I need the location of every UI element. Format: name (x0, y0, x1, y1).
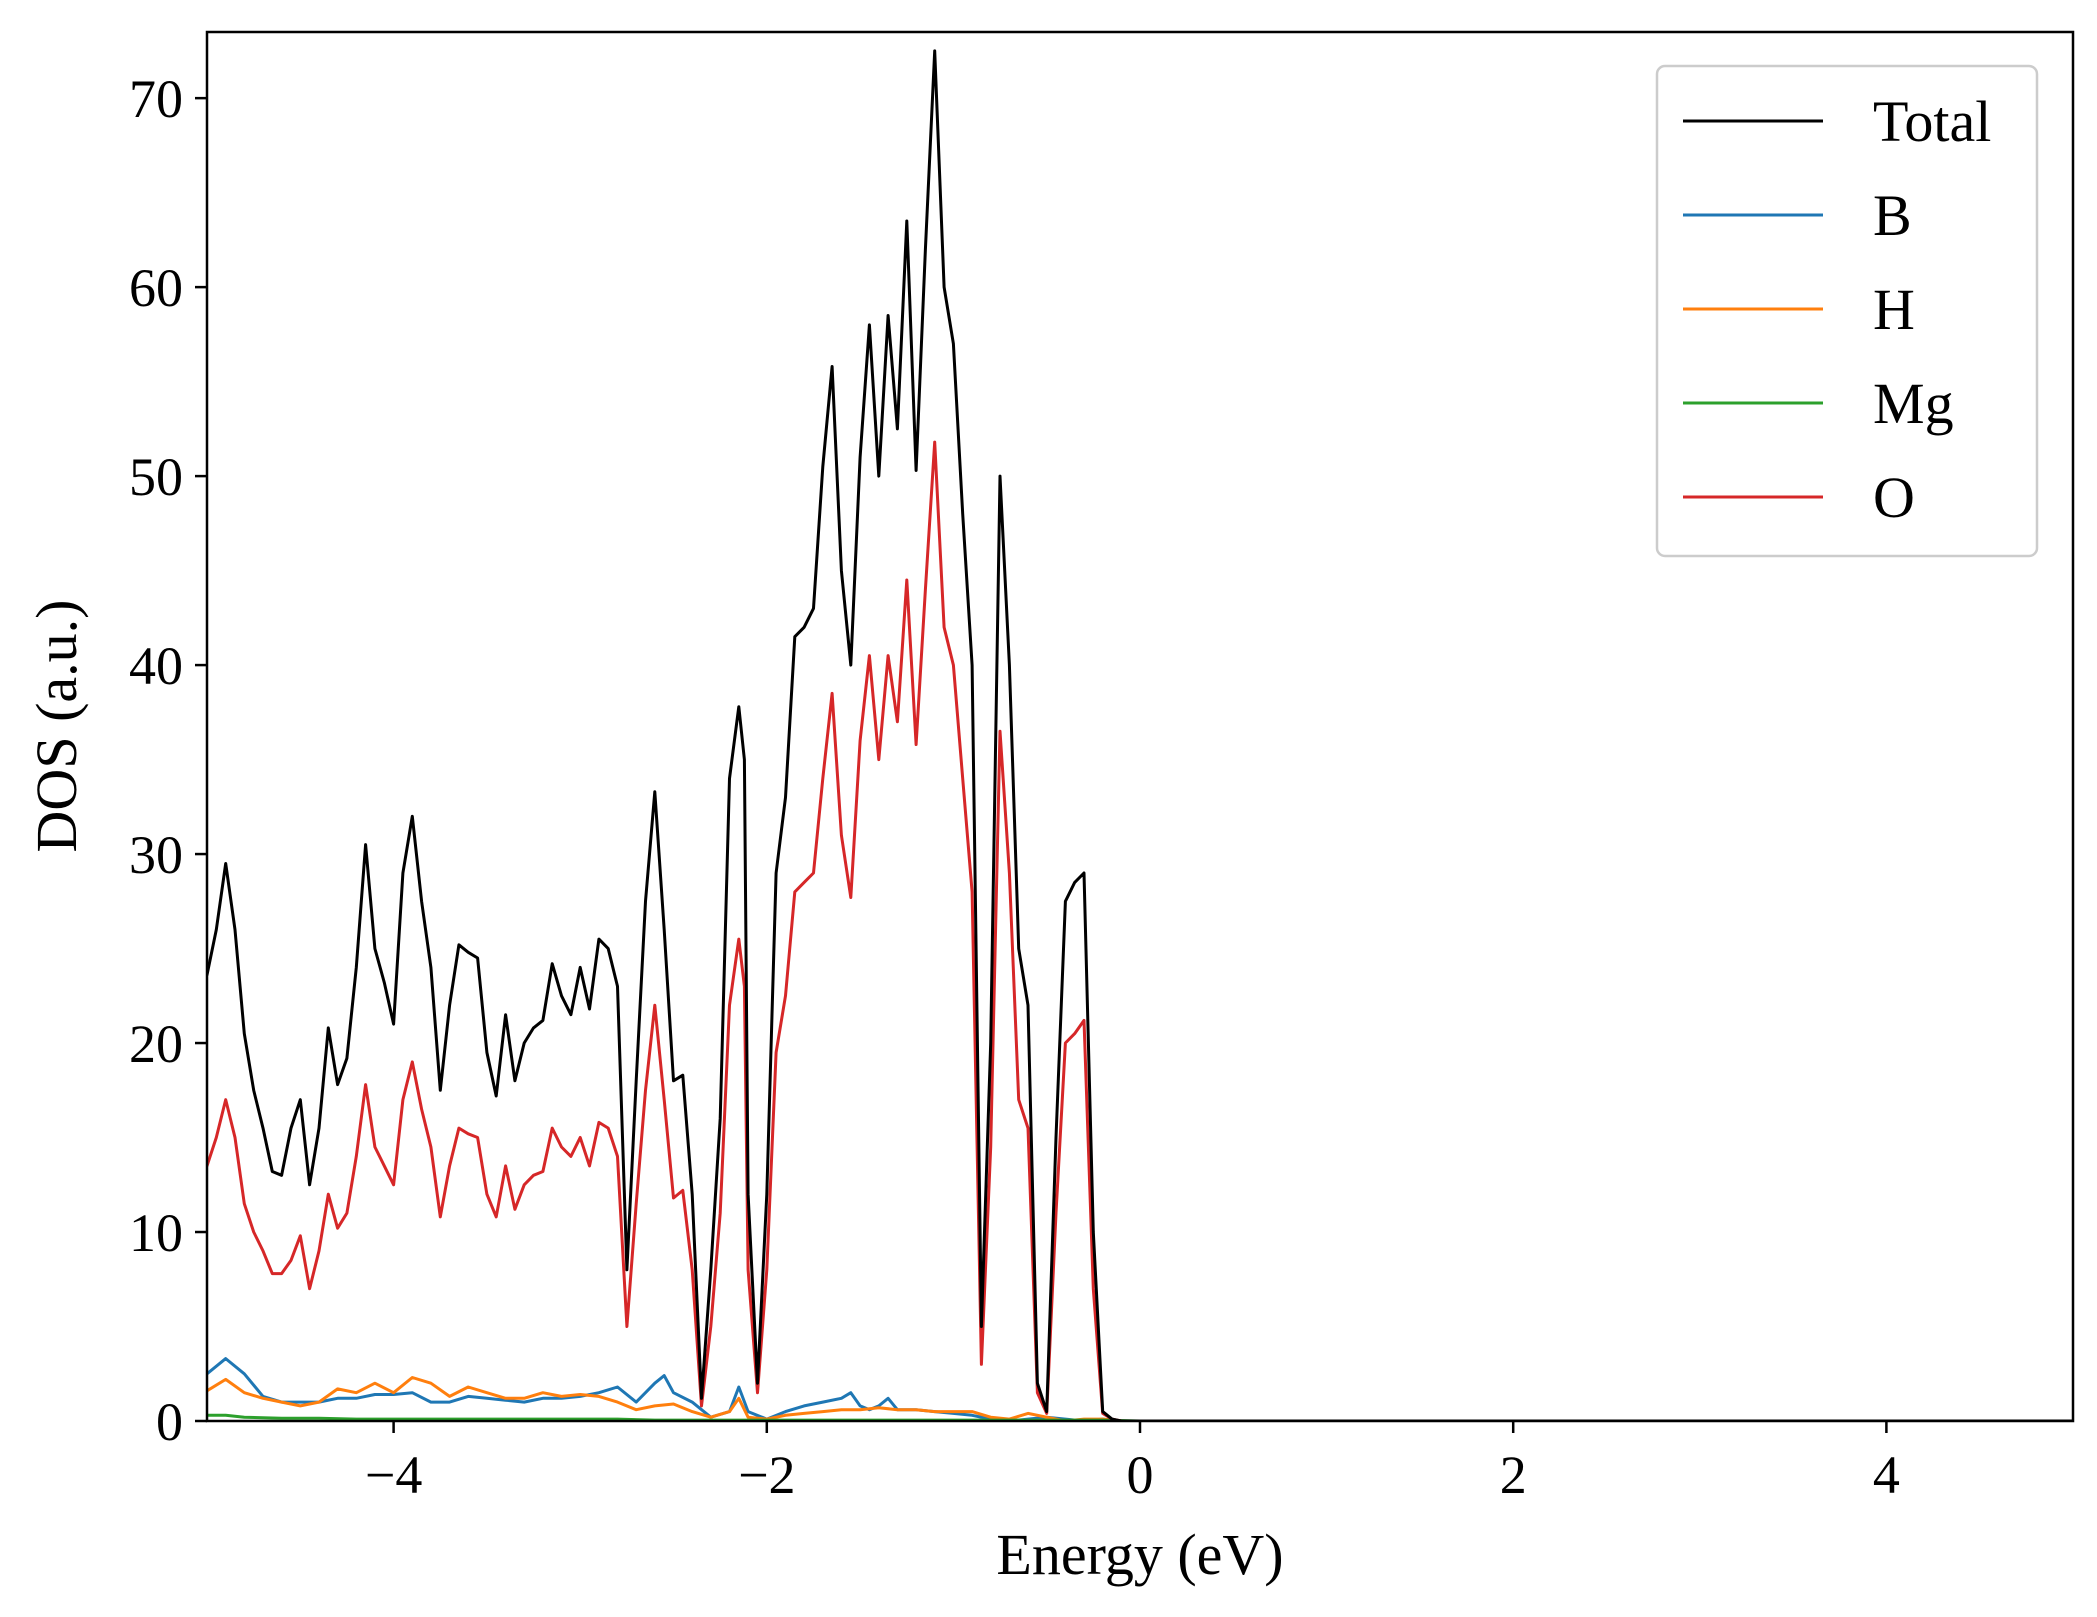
legend-label-mg: Mg (1873, 371, 1954, 436)
x-axis-ticks: −4 −2 0 2 4 (365, 1421, 1900, 1505)
y-tick-label: 0 (156, 1392, 183, 1452)
y-axis-title: DOS (a.u.) (24, 600, 89, 853)
series-line-o (207, 440, 2073, 1421)
legend-label-o: O (1873, 465, 1915, 530)
y-tick-label: 10 (129, 1203, 183, 1263)
y-tick-label: 60 (129, 258, 183, 318)
series-line-h (207, 1376, 2073, 1421)
legend-label-h: H (1873, 277, 1915, 342)
x-tick-label: 2 (1500, 1445, 1527, 1505)
legend-label-b: B (1873, 183, 1912, 248)
series-line-b (207, 1357, 2073, 1421)
y-tick-label: 50 (129, 447, 183, 507)
x-axis-title: Energy (eV) (996, 1522, 1283, 1587)
x-tick-label: −2 (738, 1445, 795, 1505)
x-tick-label: −4 (365, 1445, 422, 1505)
legend-label-total: Total (1873, 89, 1991, 154)
y-tick-label: 40 (129, 636, 183, 696)
series-line-total (207, 49, 2073, 1421)
y-tick-label: 70 (129, 69, 183, 129)
y-tick-label: 20 (129, 1014, 183, 1074)
y-axis-ticks: 0 10 20 30 40 50 60 70 (129, 69, 207, 1452)
legend-frame (1655, 64, 2039, 558)
legend: Total BH Mg O (1655, 64, 2039, 558)
y-tick-label: 30 (129, 825, 183, 885)
x-tick-label: 0 (1127, 1445, 1154, 1505)
x-tick-label: 4 (1873, 1445, 1900, 1505)
